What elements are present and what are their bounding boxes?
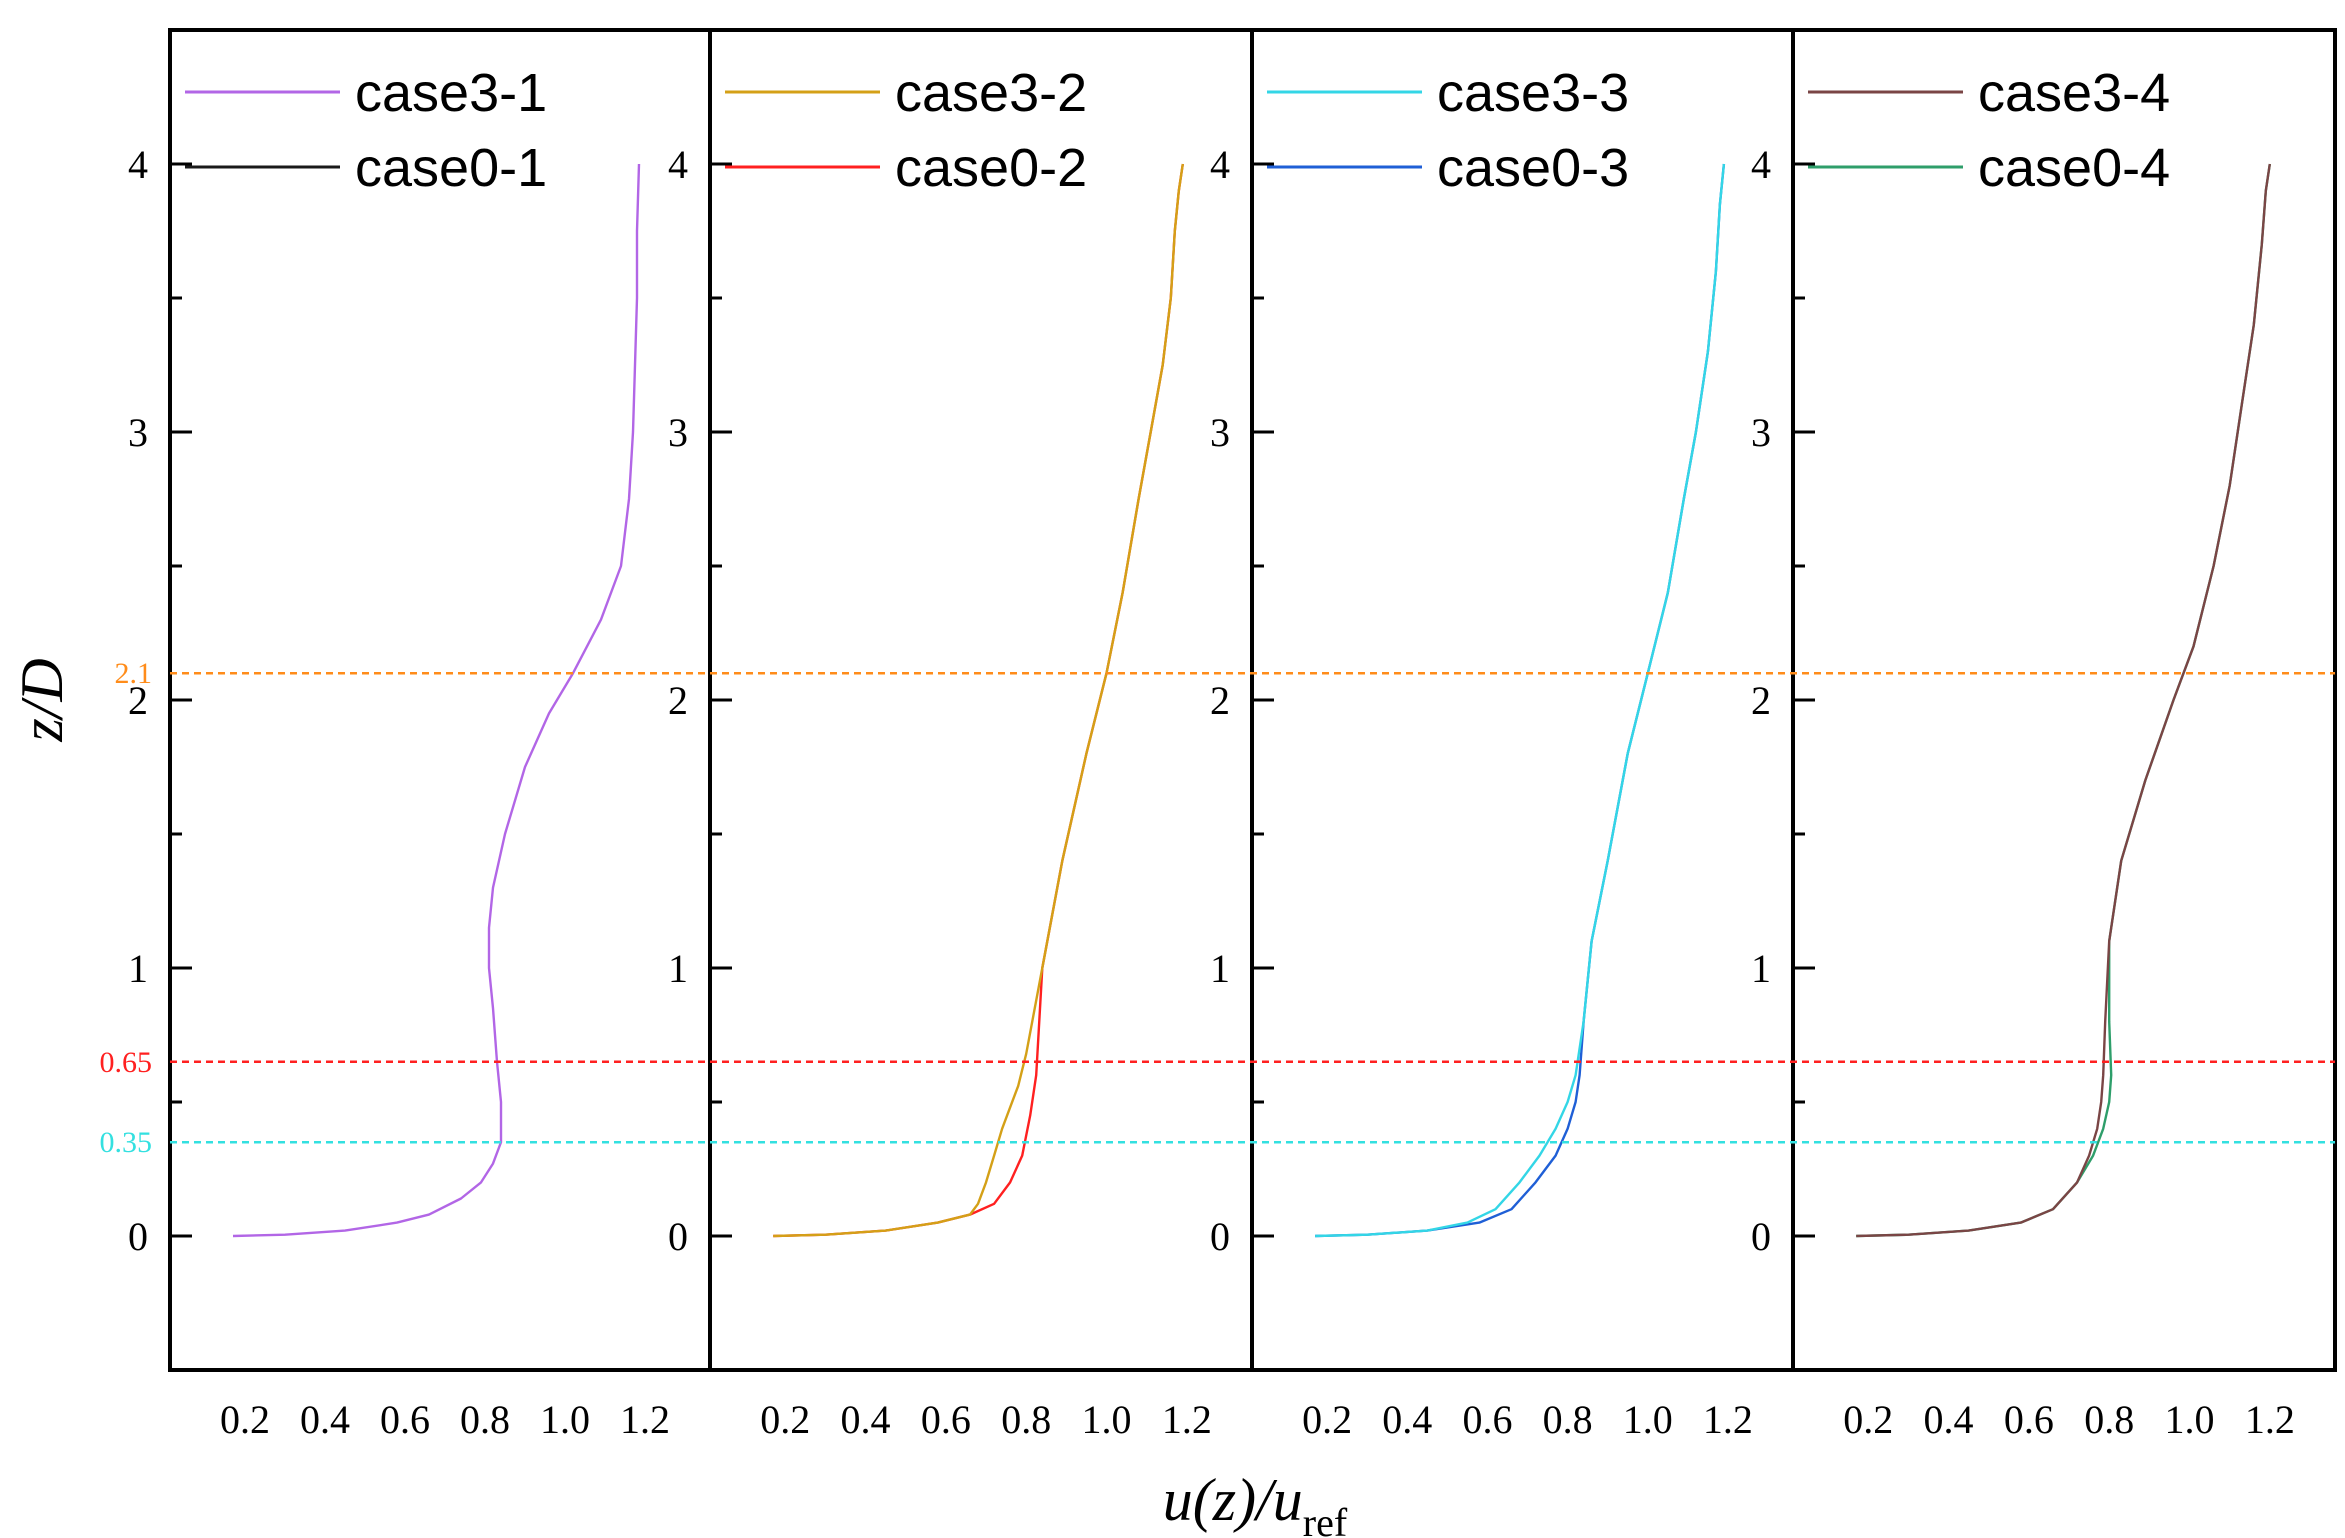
x-tick-label: 0.8: [2084, 1397, 2134, 1442]
y-tick-label: 3: [1751, 410, 1771, 455]
series-line-case0-3: [1315, 163, 1726, 1238]
reference-line-label: 0.65: [100, 1046, 153, 1079]
y-tick-label: 3: [128, 410, 148, 455]
panel-4: 0 1 2 3 4 0.2 0.4 0.6 0.8 1.0 1.2 case3-4 case0-4: [1751, 28, 2337, 1442]
x-tick-label: 0.4: [1924, 1397, 1974, 1442]
series-line-case3-4: [1856, 163, 2271, 1238]
y-tick-label: 0: [128, 1214, 148, 1259]
y-tick-label: 2: [668, 678, 688, 723]
x-tick-label: 1.0: [2165, 1397, 2215, 1442]
panels-layer: 0 1 2 3 4 0.2 0.4 0.6 0.8 1.0 1.2 case3-1 case0-1 0 1 2…: [128, 28, 2337, 1442]
y-tick-label: 3: [668, 410, 688, 455]
y-tick-label: 4: [128, 142, 148, 187]
reference-lines-layer: 2.1 0.65 0.35: [100, 657, 2335, 1159]
reference-line-label: 0.35: [100, 1126, 153, 1159]
x-axis-title: u(z)/uref: [1163, 1467, 1348, 1538]
x-tick-label: 0.6: [2004, 1397, 2054, 1442]
x-tick-label: 0.6: [1462, 1397, 1512, 1442]
x-tick-label: 1.2: [2245, 1397, 2295, 1442]
panel-frame: [1791, 28, 2337, 1372]
x-tick-label: 0.2: [220, 1397, 270, 1442]
y-tick-label: 0: [668, 1214, 688, 1259]
y-axis-title: z/D: [9, 658, 75, 742]
x-tick-label: 1.0: [1623, 1397, 1673, 1442]
y-tick-label: 1: [128, 946, 148, 991]
y-tick-label: 0: [1210, 1214, 1230, 1259]
y-tick-label: 3: [1210, 410, 1230, 455]
x-tick-label: 0.2: [760, 1397, 810, 1442]
x-tick-label: 0.4: [300, 1397, 350, 1442]
legend-label: case0-4: [1978, 138, 2170, 198]
legend-label: case3-1: [355, 63, 547, 123]
series-line-case0-2: [773, 163, 1184, 1238]
y-tick-label: 0: [1751, 1214, 1771, 1259]
y-tick-label: 1: [1210, 946, 1230, 991]
y-tick-label: 4: [1210, 142, 1230, 187]
x-tick-label: 1.2: [620, 1397, 670, 1442]
legend-label: case0-1: [355, 138, 547, 198]
x-tick-label: 1.0: [1082, 1397, 1132, 1442]
series-line-case3-1: [232, 163, 641, 1238]
x-tick-label: 1.2: [1703, 1397, 1753, 1442]
x-tick-label: 0.4: [1382, 1397, 1432, 1442]
x-tick-label: 0.8: [1543, 1397, 1593, 1442]
legend-label: case0-3: [1437, 138, 1629, 198]
x-tick-label: 1.0: [540, 1397, 590, 1442]
y-tick-label: 4: [1751, 142, 1771, 187]
x-tick-label: 0.4: [841, 1397, 891, 1442]
panel-frame: [168, 28, 712, 1372]
panel-frame: [708, 28, 1254, 1372]
series-line-case3-3: [1315, 163, 1726, 1238]
series-group: [1315, 163, 1726, 1238]
panel-3: 0 1 2 3 4 0.2 0.4 0.6 0.8 1.0 1.2 case3-3 case0-3: [1210, 28, 1795, 1442]
y-tick-label: 2: [128, 678, 148, 723]
panel-1: 0 1 2 3 4 0.2 0.4 0.6 0.8 1.0 1.2 case3-1 case0-1: [128, 28, 712, 1442]
x-tick-label: 0.6: [380, 1397, 430, 1442]
x-tick-label: 0.2: [1843, 1397, 1893, 1442]
series-group: [773, 163, 1184, 1238]
series-group: [232, 163, 641, 1238]
y-tick-label: 2: [1210, 678, 1230, 723]
x-tick-label: 1.2: [1162, 1397, 1212, 1442]
x-tick-label: 0.8: [460, 1397, 510, 1442]
x-tick-label: 0.2: [1302, 1397, 1352, 1442]
x-tick-label: 0.6: [921, 1397, 971, 1442]
series-line-case3-2: [773, 163, 1184, 1238]
reference-line-label: 2.1: [115, 657, 153, 690]
legend-label: case0-2: [895, 138, 1087, 198]
axis-titles: z/D u(z)/uref: [9, 658, 1348, 1538]
panel-frame: [1250, 28, 1795, 1372]
legend-label: case3-3: [1437, 63, 1629, 123]
y-tick-label: 1: [668, 946, 688, 991]
panel-2: 0 1 2 3 4 0.2 0.4 0.6 0.8 1.0 1.2 case3-2 case0-2: [668, 28, 1254, 1442]
y-tick-label: 2: [1751, 678, 1771, 723]
y-tick-label: 1: [1751, 946, 1771, 991]
legend-label: case3-2: [895, 63, 1087, 123]
y-tick-label: 4: [668, 142, 688, 187]
legend-label: case3-4: [1978, 63, 2170, 123]
series-line-case0-4: [1856, 163, 2271, 1238]
x-tick-label: 0.8: [1001, 1397, 1051, 1442]
series-group: [1856, 163, 2271, 1238]
